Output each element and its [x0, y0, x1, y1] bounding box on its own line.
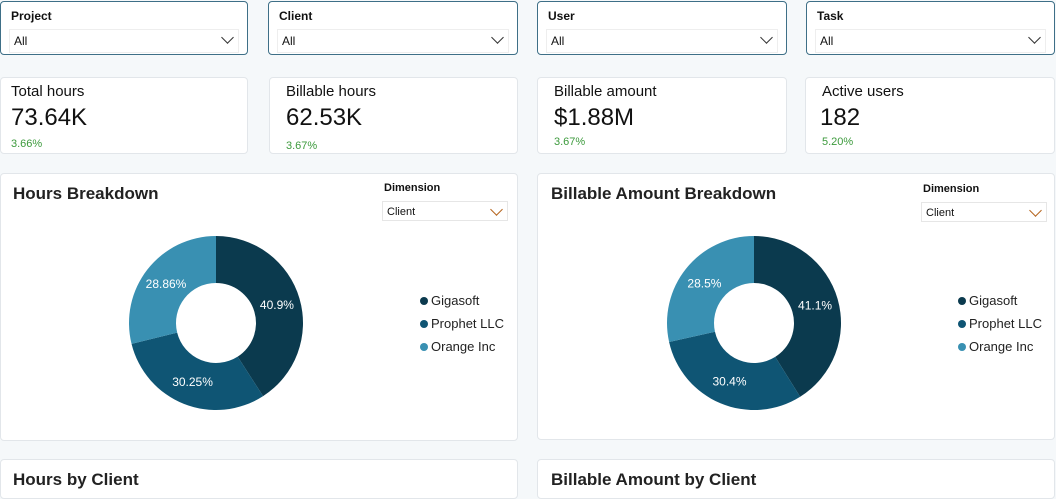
donut-slice-gigasoft[interactable] — [754, 236, 841, 397]
billable-amount-by-client-panel: Billable Amount by Client — [537, 459, 1055, 499]
legend-label: Gigasoft — [431, 293, 480, 308]
dropdown-value: All — [282, 34, 296, 48]
legend-dot-icon — [958, 319, 966, 328]
kpi-value: 62.53K — [286, 104, 363, 131]
kpi-change: 3.66% — [11, 138, 43, 150]
legend-dot-icon — [958, 296, 966, 305]
dropdown-value: Client — [926, 207, 955, 219]
donut-slice-prophet-llc[interactable] — [131, 332, 264, 410]
dimension-dropdown[interactable]: Client — [382, 201, 508, 221]
data-label: 28.86% — [146, 277, 187, 291]
panel-title: Billable Amount by Client — [551, 470, 757, 489]
kpi-title: Billable hours — [286, 83, 377, 100]
chart-legend: Gigasoft Prophet LLC Orange Inc — [958, 289, 1042, 358]
data-label: 30.25% — [172, 375, 213, 389]
data-label: 28.5% — [687, 276, 721, 290]
filter-label: Client — [279, 9, 313, 23]
chevron-down-icon — [221, 31, 234, 44]
kpi-change: 3.67% — [286, 140, 318, 152]
donut-slice-gigasoft[interactable] — [216, 236, 303, 397]
legend-item[interactable]: Gigasoft — [420, 289, 504, 312]
legend-dot-icon — [420, 319, 428, 328]
hours-donut-chart: 40.9% 30.25% 28.86% — [129, 236, 303, 410]
donut-slice-prophet-llc[interactable] — [669, 331, 801, 410]
legend-item[interactable]: Prophet LLC — [958, 312, 1042, 335]
hours-breakdown-panel: Hours Breakdown Dimension Client 40.9% 30… — [0, 173, 518, 441]
chart-legend: Gigasoft Prophet LLC Orange Inc — [420, 289, 504, 358]
project-filter[interactable]: Project All — [0, 1, 248, 55]
project-dropdown[interactable]: All — [9, 29, 239, 53]
kpi-value: $1.88M — [554, 104, 635, 131]
dropdown-value: All — [820, 34, 834, 48]
chevron-down-icon — [1028, 31, 1041, 44]
legend-item[interactable]: Orange Inc — [420, 335, 504, 358]
filter-label: Project — [11, 9, 52, 23]
legend-dot-icon — [420, 342, 428, 351]
legend-item[interactable]: Gigasoft — [958, 289, 1042, 312]
user-dropdown[interactable]: All — [546, 29, 778, 53]
kpi-billable-hours: Billable hours 62.53K 3.67% — [269, 77, 518, 154]
data-label: 30.4% — [712, 375, 746, 389]
legend-label: Orange Inc — [969, 339, 1034, 354]
dimension-label: Dimension — [384, 182, 441, 194]
chevron-down-icon — [491, 31, 504, 44]
kpi-change: 3.67% — [554, 136, 586, 148]
legend-item[interactable]: Prophet LLC — [420, 312, 504, 335]
kpi-value: 73.64K — [11, 104, 88, 131]
kpi-value: 182 — [820, 104, 861, 131]
legend-dot-icon — [958, 342, 966, 351]
hours-by-client-panel: Hours by Client — [0, 459, 518, 499]
task-filter[interactable]: Task All — [806, 1, 1055, 55]
dropdown-value: All — [551, 34, 565, 48]
legend-item[interactable]: Orange Inc — [958, 335, 1042, 358]
legend-label: Prophet LLC — [431, 316, 504, 331]
user-filter[interactable]: User All — [537, 1, 787, 55]
legend-dot-icon — [420, 296, 428, 305]
kpi-title: Active users — [822, 83, 904, 100]
kpi-change: 5.20% — [822, 136, 854, 148]
filter-label: User — [548, 9, 575, 23]
kpi-title: Total hours — [11, 83, 85, 100]
legend-label: Prophet LLC — [969, 316, 1042, 331]
client-filter[interactable]: Client All — [268, 1, 518, 55]
panel-title: Hours Breakdown — [13, 184, 159, 203]
donut-slice-orange-inc[interactable] — [667, 236, 754, 342]
panel-title: Hours by Client — [13, 470, 139, 489]
legend-label: Gigasoft — [969, 293, 1018, 308]
kpi-billable-amount: Billable amount $1.88M 3.67% — [537, 77, 787, 154]
data-label: 41.1% — [798, 298, 832, 312]
billable-donut-chart: 41.1% 30.4% 28.5% — [667, 236, 841, 410]
legend-label: Orange Inc — [431, 339, 496, 354]
dropdown-value: Client — [387, 206, 416, 218]
dimension-label: Dimension — [923, 183, 980, 195]
filter-label: Task — [817, 9, 844, 23]
dropdown-value: All — [14, 34, 28, 48]
donut-slice-orange-inc[interactable] — [129, 236, 216, 344]
billable-amount-breakdown-panel: Billable Amount Breakdown Dimension Clie… — [537, 173, 1055, 440]
kpi-active-users: Active users 182 5.20% — [805, 77, 1055, 154]
panel-title: Billable Amount Breakdown — [551, 184, 777, 203]
client-dropdown[interactable]: All — [277, 29, 509, 53]
data-label: 40.9% — [260, 298, 294, 312]
kpi-title: Billable amount — [554, 83, 657, 100]
task-dropdown[interactable]: All — [815, 29, 1046, 53]
kpi-total-hours: Total hours 73.64K 3.66% — [0, 77, 248, 154]
dimension-dropdown[interactable]: Client — [921, 202, 1047, 222]
chevron-down-icon — [760, 31, 773, 44]
